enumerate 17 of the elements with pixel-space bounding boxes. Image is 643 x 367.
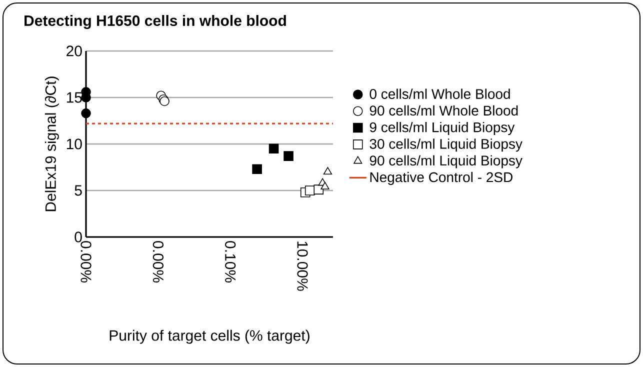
legend-label: 90 cells/ml Liquid Biopsy (370, 155, 522, 168)
legend-label: Negative Control - 2SD (370, 172, 512, 185)
legend-label: 30 cells/ml Liquid Biopsy (370, 138, 522, 152)
y-tick-label: 0 (74, 232, 82, 242)
y-tick-label: 20 (66, 46, 82, 56)
x-axis-title: Purity of target cells (% target) (110, 330, 310, 344)
legend-label: 90 cells/ml Whole Blood (370, 105, 518, 116)
y-axis-title: DelEx19 signal (∂Ct) (44, 76, 59, 212)
x-tick-label: 10.00% (297, 242, 308, 291)
x-tick-label: 0.00% (152, 241, 164, 283)
y-tick-label: 5 (74, 185, 82, 196)
chart-title: Detecting H1650 cells in whole blood (24, 14, 286, 30)
y-tick-label: 10 (66, 138, 82, 150)
x-tick-label: 0.10% (225, 241, 236, 283)
legend-label: 0 cells/ml Whole Blood (370, 88, 510, 99)
x-tick-label: 0.00% (80, 241, 92, 283)
legend-label: 9 cells/ml Liquid Biopsy (370, 122, 515, 136)
